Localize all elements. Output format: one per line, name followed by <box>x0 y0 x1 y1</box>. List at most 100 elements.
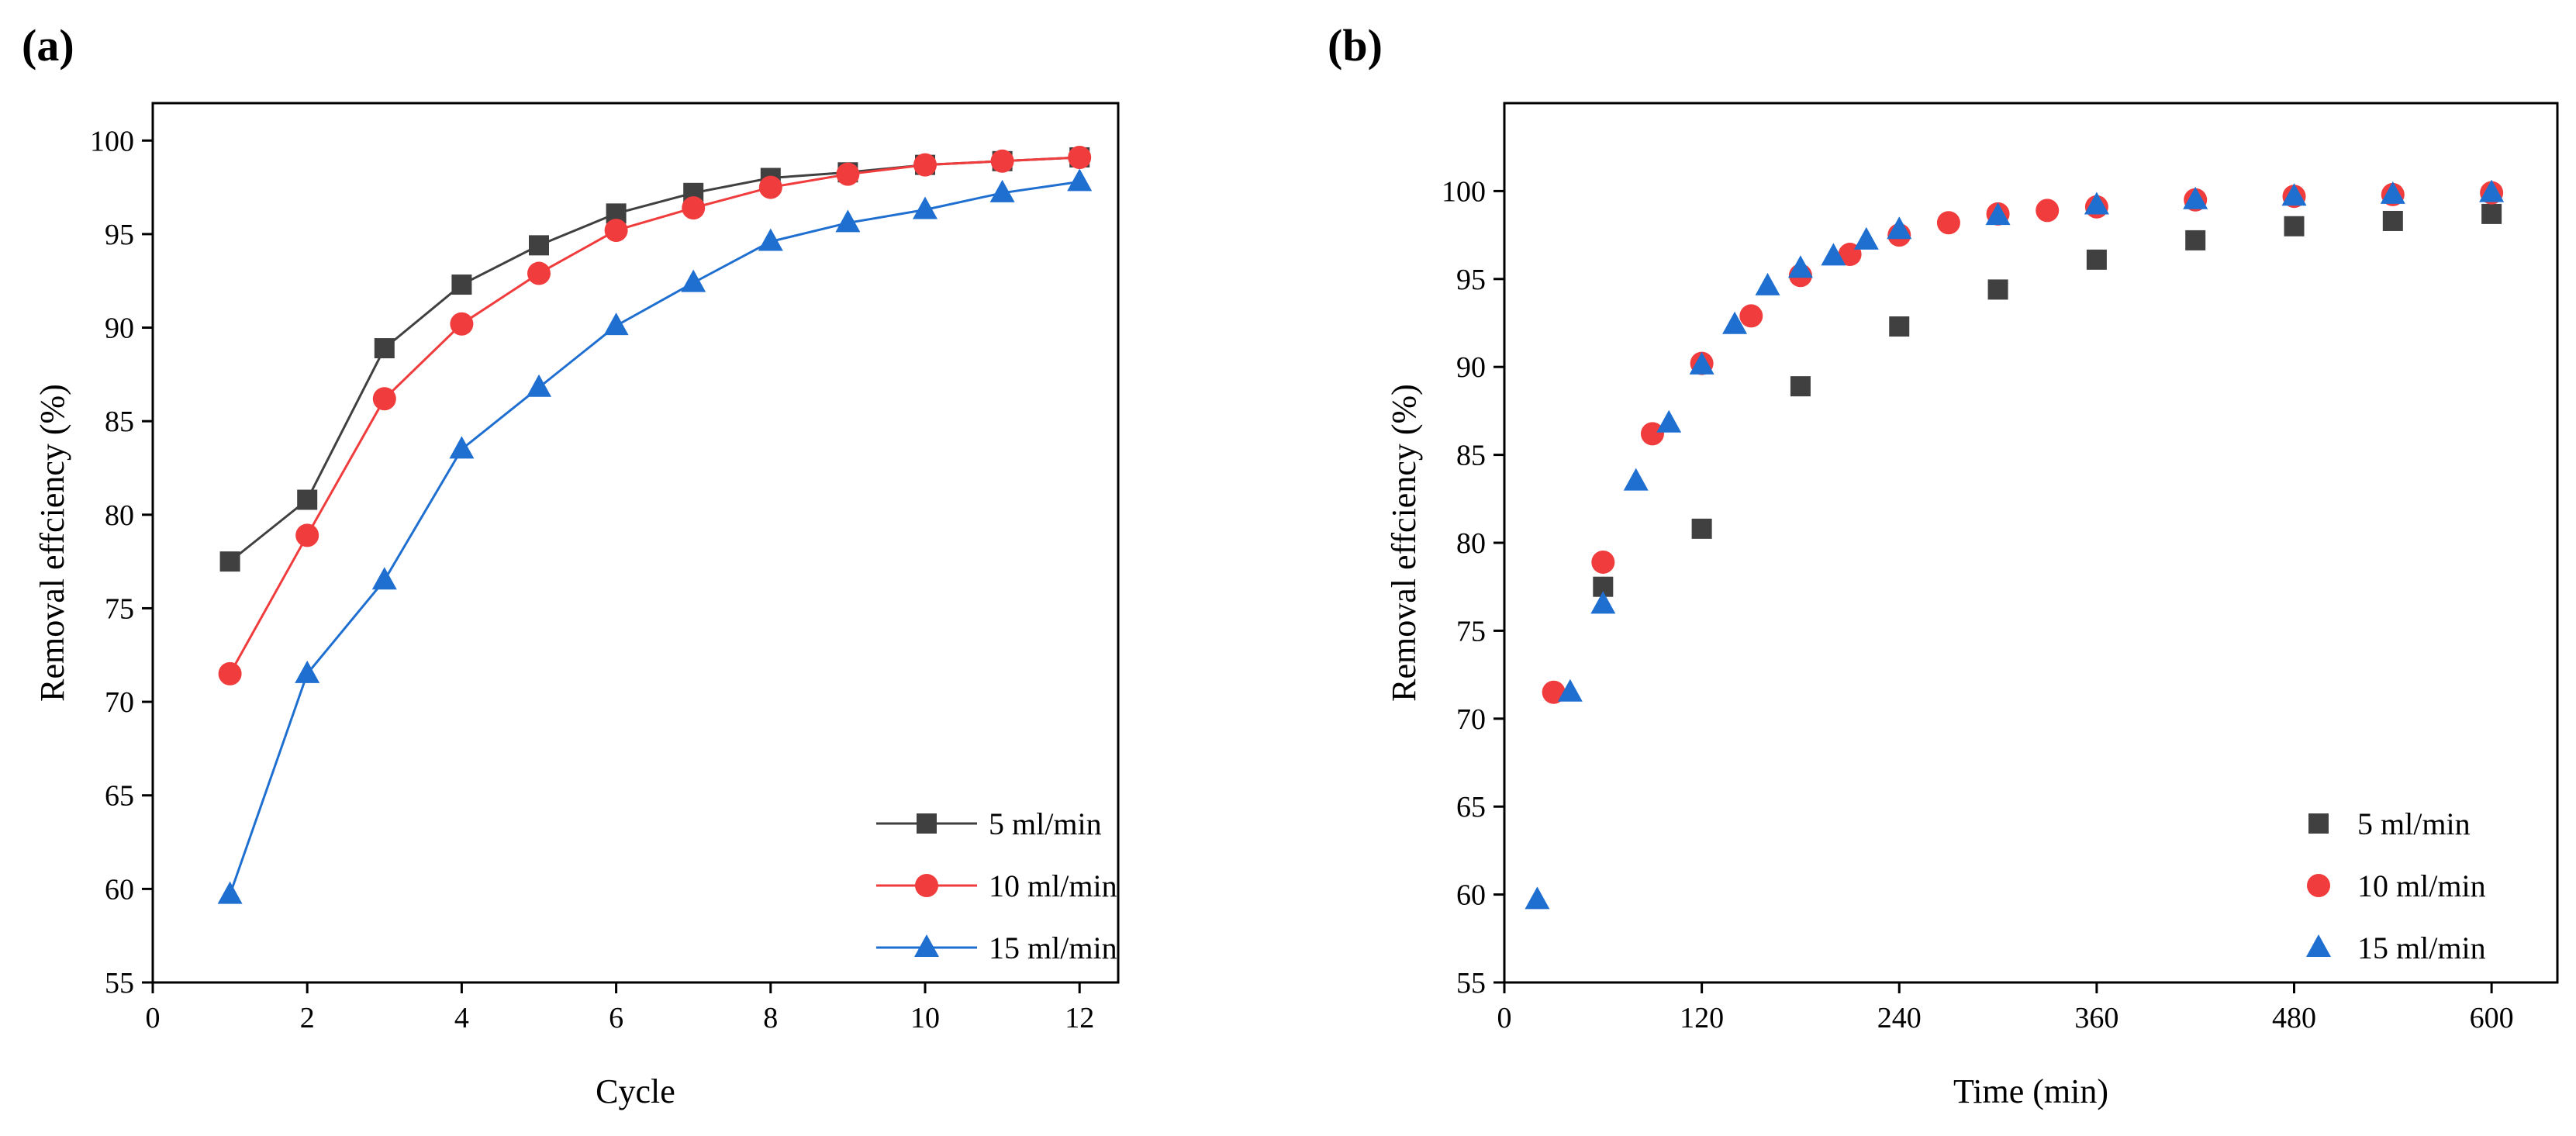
panel-a-x-axis-title: Cycle <box>596 1072 675 1110</box>
panel-a-series-2-point <box>527 261 551 285</box>
panel-a-series-1 <box>219 147 1090 572</box>
panel-a-x-tick-label: 8 <box>763 1002 778 1034</box>
panel-b-y-tick-label: 85 <box>1456 440 1486 472</box>
panel-b-series-3-point <box>1853 226 1879 250</box>
panel-b-y-tick-label: 100 <box>1442 175 1486 208</box>
panel-b-legend-marker <box>2306 934 2331 957</box>
panel-b-series-3-point <box>1755 272 1780 295</box>
panel-a-legend-marker <box>917 813 937 834</box>
panel-a-x-tick-label: 6 <box>609 1002 623 1034</box>
panel-a-series-1-point <box>451 275 472 295</box>
panel-a-series-3-point <box>681 269 706 292</box>
panel-b-series-1-point <box>1691 518 1712 539</box>
panel-a-y-tick-label: 80 <box>105 499 134 532</box>
panel-a-series-2-point <box>990 149 1014 173</box>
panel-a-series-1-point <box>529 235 549 256</box>
panel-b-y-tick-label: 55 <box>1456 967 1486 1000</box>
panel-a-legend-item: 10 ml/min <box>876 868 1117 903</box>
panel-b-label: (b) <box>1328 20 1383 71</box>
panel-a-series-2-point <box>1068 145 1092 169</box>
panel-a-legend-label: 10 ml/min <box>989 868 1117 903</box>
panel-b-x-tick-label: 360 <box>2074 1002 2118 1034</box>
panel-a-y-tick-label: 75 <box>105 592 134 625</box>
panel-b-y-tick-label: 95 <box>1456 264 1486 296</box>
panel-a-y-tick-label: 100 <box>90 125 134 157</box>
panel-a-legend-item: 5 ml/min <box>876 806 1102 841</box>
panel-b-series-1 <box>1593 203 2502 597</box>
panel-b-series-2-point <box>1542 680 1566 704</box>
panel-b-y-tick-label: 90 <box>1456 351 1486 384</box>
panel-a-y-tick-label: 65 <box>105 780 134 813</box>
panel-b-series-2-point <box>1739 304 1763 328</box>
panel-b-series-3-point <box>1557 678 1583 702</box>
panel-b-x-tick-label: 240 <box>1877 1002 1922 1034</box>
panel-b-y-tick-label: 80 <box>1456 527 1486 560</box>
panel-b-series-1-point <box>1987 279 2008 300</box>
panel-a-series-3-point <box>449 436 475 459</box>
panel-a-series-2-point <box>218 661 242 685</box>
panel-b-legend-marker <box>2307 874 2330 897</box>
panel-b-x-tick-label: 600 <box>2470 1002 2514 1034</box>
panel-b-series-3-point <box>2479 179 2505 202</box>
panel-b-x-tick-label: 480 <box>2272 1002 2316 1034</box>
panel-b-legend-item: 15 ml/min <box>2306 931 2486 965</box>
panel-b-x-tick-label: 120 <box>1680 1002 1724 1034</box>
panel-b-series-3-point <box>1590 591 1616 614</box>
panel-a-series-3-point <box>217 881 243 904</box>
panel-a-legend-label: 5 ml/min <box>989 806 1102 841</box>
panel-a-series-2-line <box>229 156 1080 675</box>
panel-b-series-1-point <box>1889 316 1910 337</box>
panel-a-legend-item: 15 ml/min <box>876 931 1117 965</box>
panel-a-series-2-point <box>604 219 628 243</box>
panel-a-series-2-point <box>836 162 860 186</box>
panel-a-series-2-point <box>295 523 319 547</box>
panel-a-series-2-point <box>682 196 706 220</box>
panel-b-legend: 5 ml/min 10 ml/min 15 ml/min <box>2306 806 2486 965</box>
panel-b-series-3-point <box>1985 202 2011 226</box>
panel-a-series-1-point <box>374 338 395 359</box>
panel-a-series-3-point <box>989 179 1015 202</box>
panel-a-x-tick-label: 2 <box>300 1002 315 1034</box>
panel-b-legend-label: 5 ml/min <box>2357 806 2471 841</box>
panel-b-series-1-point <box>2382 210 2403 231</box>
panel-a-chart: (a) 0 2 4 6 8 10 12 55 60 65 70 75 80 85 90 95 100 Cycle R… <box>22 20 1120 1110</box>
panel-b-series-3-point <box>2380 181 2405 204</box>
panel-b-series-3-point <box>1689 351 1714 375</box>
panel-b-x-axis-title: Time (min) <box>1953 1072 2108 1110</box>
panel-a-y-tick-label: 95 <box>105 219 134 251</box>
panel-a-series-3-point <box>758 228 783 251</box>
panel-a-legend-label: 15 ml/min <box>989 931 1117 965</box>
panel-b-y-tick-label: 60 <box>1456 879 1486 912</box>
panel-a-legend-marker <box>915 874 938 897</box>
panel-a-y-tick-label: 70 <box>105 686 134 719</box>
panel-a-series-3-point <box>371 567 397 590</box>
panel-b-legend-item: 5 ml/min <box>2308 806 2471 841</box>
panel-a-label: (a) <box>22 20 74 71</box>
panel-b-legend-item: 10 ml/min <box>2307 868 2486 903</box>
panel-a-series-2-point <box>758 175 782 199</box>
panel-b-series-3-point <box>2183 186 2208 209</box>
panel-b-legend-label: 15 ml/min <box>2357 931 2486 965</box>
panel-a-series-1-point <box>219 551 240 572</box>
panel-b-plot-frame <box>1503 102 2559 984</box>
panel-b-legend-marker <box>2308 813 2329 834</box>
panel-b-series-3-point <box>1787 255 1813 278</box>
panel-a-y-tick-label: 55 <box>105 967 134 1000</box>
panel-a-y-axis-title: Removal effciency (%) <box>33 384 71 702</box>
panel-a-series-3-line <box>229 180 1080 896</box>
panel-b-series-1-point <box>1790 376 1811 397</box>
panel-b-series-2-point <box>1591 550 1615 574</box>
panel-a-y-tick-label: 85 <box>105 406 134 438</box>
panel-a-series-1-point <box>297 489 318 510</box>
panel-b-series-1-point <box>2481 203 2502 224</box>
panel-b-series-2-point <box>1936 211 1960 235</box>
panel-a-y-tick-label: 90 <box>105 312 134 345</box>
panel-a-x-tick-label: 0 <box>146 1002 161 1034</box>
panel-a-plot-frame <box>151 102 1120 984</box>
panel-b-chart: (b) 0 120 240 360 480 600 55 60 65 70 75 80 85 90 95 10… <box>1328 20 2559 1110</box>
panel-b-series-3-point <box>1821 243 1846 266</box>
panel-b-series-3 <box>1525 179 2505 910</box>
panel-b-legend-label: 10 ml/min <box>2357 868 2486 903</box>
panel-b-series-3-point <box>2281 183 2307 206</box>
panel-b-series-2-point <box>1640 422 1664 446</box>
